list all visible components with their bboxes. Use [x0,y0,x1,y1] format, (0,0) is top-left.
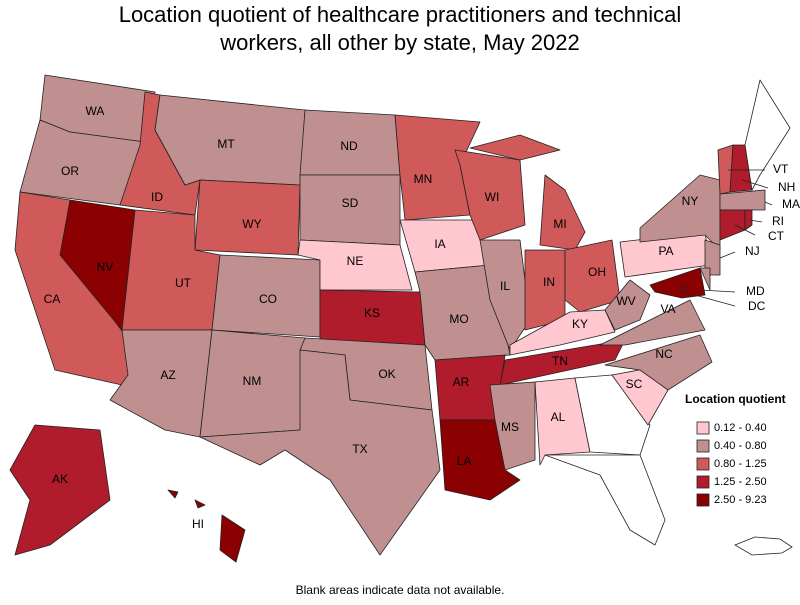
state [679,285,687,293]
state-label: MA [782,197,800,211]
state-label: ID [151,190,163,204]
state-label: WV [616,294,635,308]
state-label: SC [626,377,643,391]
state-label: IA [434,237,445,251]
state [604,334,713,391]
state-label: KS [364,306,380,320]
state [509,309,616,356]
state [564,239,621,313]
state-label: OR [61,164,79,178]
state-label: WI [485,190,500,204]
state-label: MN [414,172,433,186]
state [489,381,536,471]
state [479,239,531,351]
state-label: NM [243,374,262,388]
territory [734,536,793,556]
state [704,239,721,276]
state-label: SD [342,196,359,210]
state-label: MI [553,217,566,231]
state [719,189,766,211]
state-label: OH [588,265,606,279]
state-label: DC [748,299,766,313]
state-label: NH [778,180,795,194]
leader-line [734,224,756,236]
state-label: MD [746,284,765,298]
state-label: LA [457,454,472,468]
state [599,299,706,346]
state-label: CO [259,292,277,306]
state [604,279,651,331]
state-label: MT [217,137,235,151]
state [544,454,666,546]
title-line: workers, all other by state, May 2022 [219,30,580,55]
legend-swatch [696,493,710,507]
leader-line [764,201,773,206]
state-label: CA [44,292,61,306]
leader-line [719,251,736,259]
leader-line [749,219,763,223]
legend-swatch [696,439,710,453]
state-label: KY [572,317,588,331]
state [534,377,591,466]
state [719,209,746,241]
legend-label: 2.50 - 9.23 [714,494,767,506]
legend-swatch [696,421,710,435]
state-label: IL [500,279,510,293]
state-label: AK [52,472,68,486]
state-label: HI [192,517,204,531]
state-label: AZ [160,368,175,382]
legend-swatch [696,457,710,471]
state [109,329,213,438]
legend-swatch [696,475,710,489]
state-label: VT [773,162,789,176]
state [649,267,706,299]
state-label: MO [449,312,468,326]
state [167,489,246,563]
state-label: VA [660,302,675,316]
leader-line [683,291,736,307]
state-label: UT [175,276,192,290]
state-label: MS [501,420,519,434]
state [199,349,441,556]
leader-line [699,289,736,293]
state-label: TX [352,442,367,456]
legend-label: 0.12 - 0.40 [714,422,767,434]
state-label: TN [552,354,568,368]
state-label: IN [543,275,555,289]
state-label: OK [378,367,395,381]
state-label: CT [768,229,785,243]
state-label: NV [97,260,114,274]
state-label: PA [658,244,673,258]
state-label: AL [551,410,566,424]
legend-label: 1.25 - 2.50 [714,476,767,488]
state [499,339,626,386]
state-label: RI [772,214,784,228]
state-label: NJ [745,244,760,258]
leader-line [741,179,769,189]
title-line: Location quotient of healthcare practiti… [119,2,682,27]
state-label: NC [655,347,673,361]
state-label: NY [682,194,699,208]
state [699,267,711,291]
state-label: NE [347,254,364,268]
legend-label: 0.40 - 0.80 [714,440,767,452]
state-label: AR [453,375,470,389]
state-label: ND [340,139,358,153]
footnote: Blank areas indicate data not available. [296,583,505,597]
state [744,209,753,231]
state [574,374,651,456]
state [9,424,111,556]
legend-title: Location quotient [685,392,786,406]
state-label: WA [86,104,105,118]
legend-label: 0.80 - 1.25 [714,458,767,470]
state-label: WY [242,217,261,231]
